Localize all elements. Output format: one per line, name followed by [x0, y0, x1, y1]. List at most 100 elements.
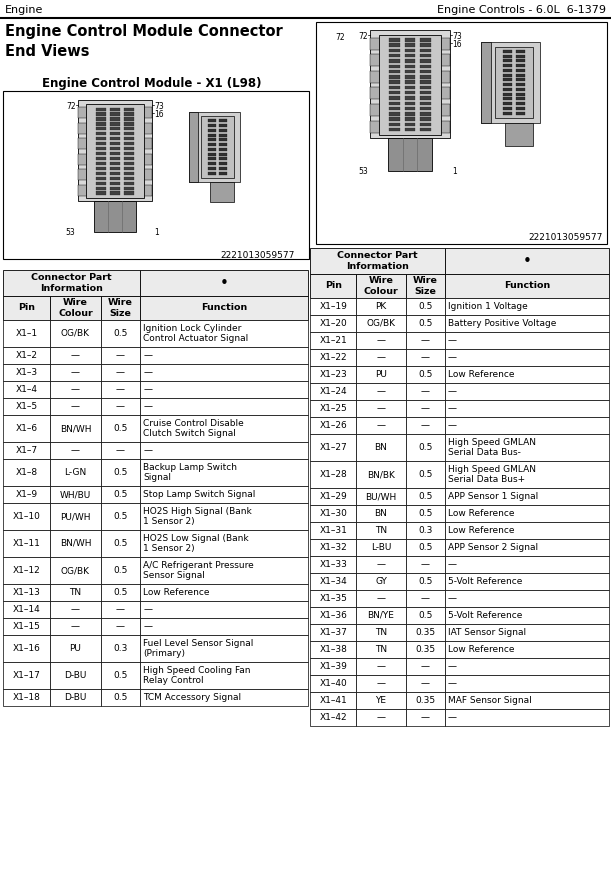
Text: —: —	[447, 713, 456, 722]
Text: Ignition 1 Voltage: Ignition 1 Voltage	[447, 302, 527, 311]
Bar	[356, 641, 406, 658]
Text: 0.5: 0.5	[113, 539, 128, 548]
Text: •: •	[220, 275, 229, 290]
Text: X1–36: X1–36	[319, 611, 347, 620]
Text: —: —	[116, 351, 125, 360]
Text: X1–19: X1–19	[319, 302, 347, 311]
Bar	[516, 107, 525, 110]
Bar	[96, 187, 106, 189]
Bar	[50, 296, 101, 320]
Text: —: —	[420, 387, 430, 396]
Text: TN: TN	[70, 588, 81, 597]
Text: BN/WH: BN/WH	[60, 539, 91, 548]
Text: —: —	[420, 404, 430, 413]
Bar	[110, 108, 120, 111]
Bar	[96, 108, 106, 111]
Bar	[3, 347, 50, 364]
Bar	[96, 112, 106, 116]
Bar	[404, 65, 415, 68]
Bar	[96, 172, 106, 175]
Bar	[219, 143, 227, 146]
Text: Low Reference: Low Reference	[143, 588, 210, 597]
Bar	[310, 298, 356, 315]
Text: —: —	[447, 387, 456, 396]
Bar	[3, 635, 50, 662]
Bar	[124, 132, 134, 135]
Text: —: —	[447, 421, 456, 430]
Bar	[124, 127, 134, 131]
Text: —: —	[143, 605, 152, 614]
Bar	[78, 123, 88, 133]
Text: —: —	[71, 446, 80, 455]
Text: X1–30: X1–30	[319, 509, 347, 518]
Bar	[356, 573, 406, 590]
Bar	[406, 522, 445, 539]
Bar	[50, 601, 101, 618]
Text: X1–7: X1–7	[15, 446, 38, 455]
Bar	[356, 383, 406, 400]
Text: 16: 16	[155, 110, 164, 119]
Bar	[420, 118, 431, 121]
Text: 1: 1	[452, 167, 457, 176]
Text: 72: 72	[358, 32, 368, 41]
Bar	[101, 662, 141, 689]
Bar	[142, 153, 152, 165]
Bar	[389, 123, 400, 126]
Bar	[389, 107, 400, 111]
Bar	[503, 74, 512, 76]
Bar	[208, 157, 216, 160]
Bar	[124, 123, 134, 125]
Bar	[356, 624, 406, 641]
Bar	[389, 60, 400, 62]
Bar	[124, 172, 134, 175]
Bar	[310, 624, 356, 641]
Bar	[101, 381, 141, 398]
Bar	[503, 111, 512, 115]
Text: Engine Controls - 6.0L  6-1379: Engine Controls - 6.0L 6-1379	[437, 5, 606, 15]
Text: —: —	[71, 402, 80, 411]
Bar	[404, 86, 415, 89]
Bar	[142, 169, 152, 181]
Text: 0.5: 0.5	[113, 588, 128, 597]
Text: TN: TN	[375, 526, 387, 535]
Text: HO2S High Signal (Bank
1 Sensor 2): HO2S High Signal (Bank 1 Sensor 2)	[143, 507, 252, 526]
Bar	[96, 147, 106, 150]
Text: Low Reference: Low Reference	[447, 509, 514, 518]
Bar	[101, 530, 141, 557]
Bar	[445, 556, 609, 573]
Bar	[50, 459, 101, 486]
Bar	[406, 461, 445, 488]
Bar	[445, 607, 609, 624]
Bar	[96, 142, 106, 146]
Bar	[503, 78, 512, 82]
Bar	[310, 658, 356, 675]
Bar	[50, 381, 101, 398]
Bar	[420, 70, 431, 74]
Bar	[141, 557, 308, 584]
Text: BN: BN	[375, 443, 387, 452]
Text: 0.5: 0.5	[418, 470, 433, 479]
Bar	[3, 364, 50, 381]
Bar	[445, 298, 609, 315]
Text: —: —	[143, 402, 152, 411]
Text: X1–26: X1–26	[320, 421, 347, 430]
Text: HO2S Low Signal (Bank
1 Sensor 2): HO2S Low Signal (Bank 1 Sensor 2)	[143, 534, 249, 553]
Bar	[406, 366, 445, 383]
Text: —: —	[420, 679, 430, 688]
Bar	[78, 107, 88, 118]
Bar	[101, 415, 141, 442]
Bar	[406, 607, 445, 624]
Text: Low Reference: Low Reference	[447, 645, 514, 654]
Bar	[516, 102, 525, 105]
Text: X1–3: X1–3	[15, 368, 38, 377]
Text: X1–1: X1–1	[15, 329, 38, 338]
Bar	[310, 522, 356, 539]
Bar	[3, 601, 50, 618]
Text: OG/BK: OG/BK	[61, 566, 90, 575]
Text: —: —	[420, 336, 430, 345]
Bar	[516, 83, 525, 86]
Bar	[356, 709, 406, 726]
Bar	[50, 415, 101, 442]
Bar	[439, 38, 450, 49]
Bar	[445, 349, 609, 366]
